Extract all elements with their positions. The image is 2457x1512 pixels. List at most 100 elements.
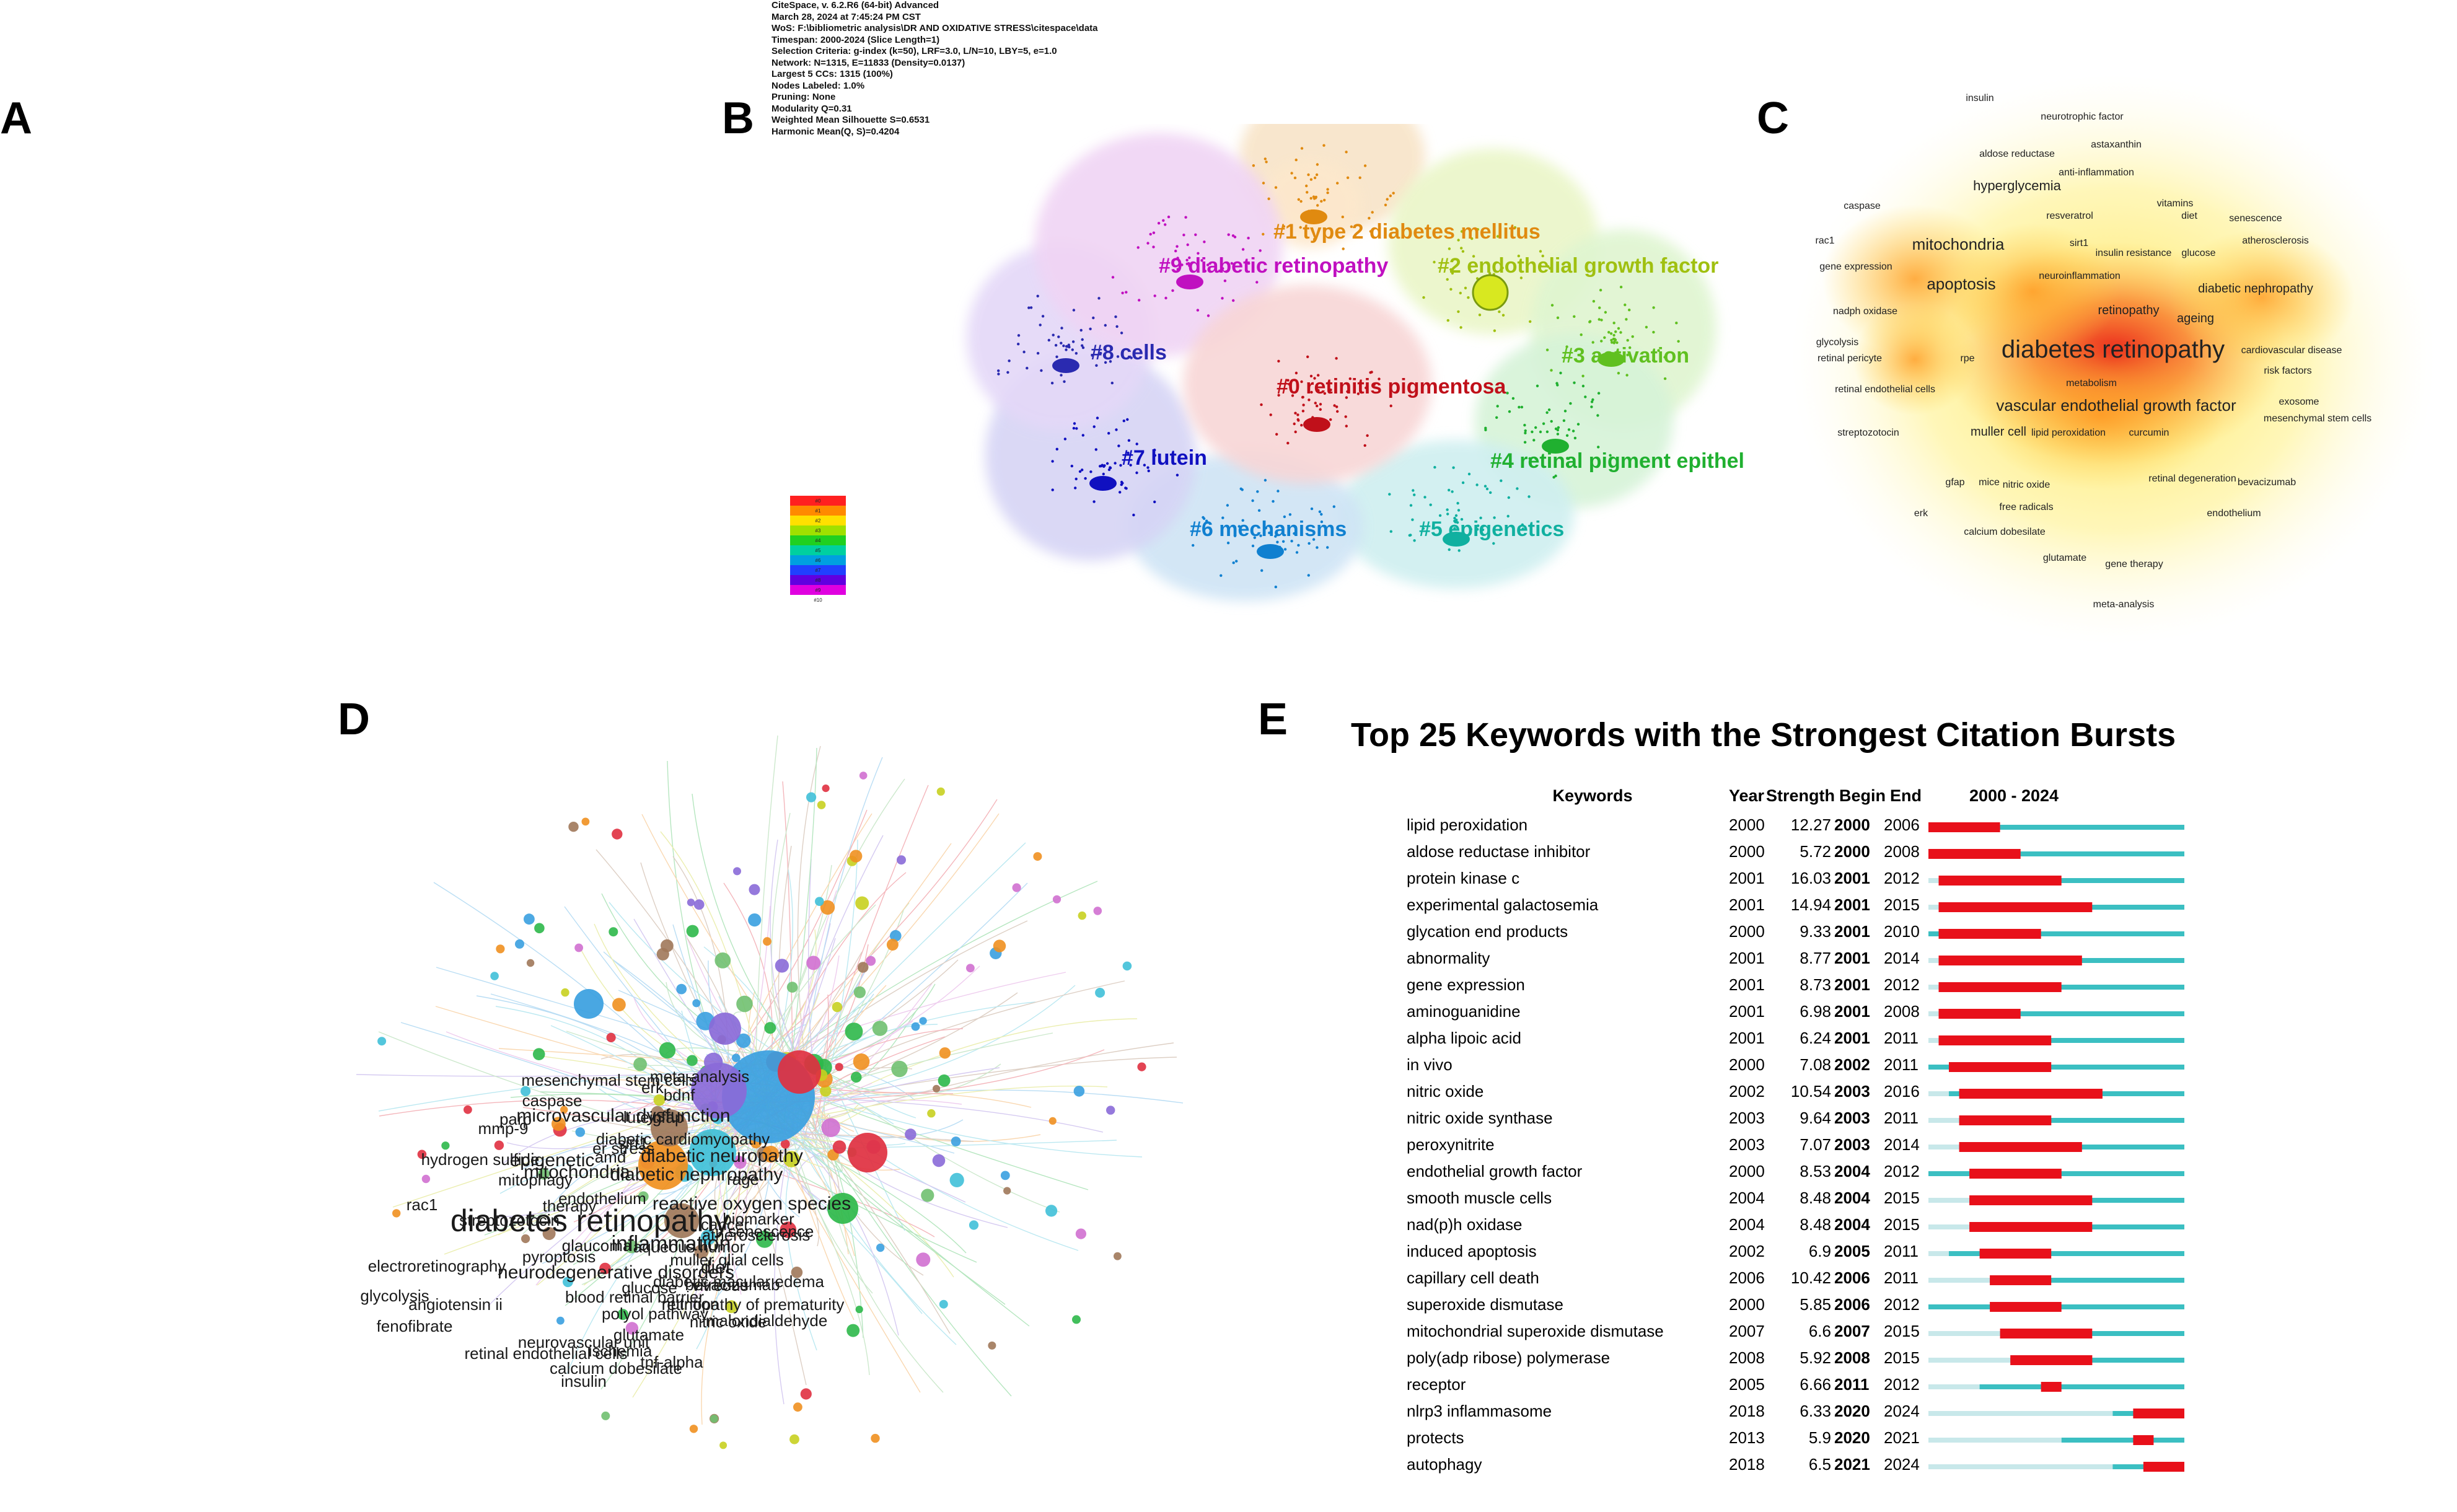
burst-row: induced apoptosis 2002 6.9 2005 2011	[1407, 1242, 2184, 1260]
cluster-node	[1092, 316, 1095, 320]
cluster-node	[1299, 200, 1303, 203]
burst-track-active	[2061, 1438, 2184, 1443]
network-term-label: nutrition	[662, 1294, 719, 1313]
cluster-node	[1180, 263, 1184, 266]
cluster-node	[1573, 381, 1576, 384]
cluster-node	[1470, 270, 1473, 273]
metadata-line: CiteSpace, v. 6.2.R6 (64-bit) Advanced	[771, 0, 939, 11]
cluster-node	[1476, 228, 1479, 231]
network-node	[617, 1309, 629, 1321]
burst-begin: 2001	[1834, 1002, 1870, 1021]
cluster-node	[1409, 504, 1413, 507]
density-term-label: caspase	[1844, 201, 1881, 211]
burst-track-active	[1938, 1011, 2184, 1016]
cluster-node	[1567, 428, 1571, 431]
cluster-node	[1573, 315, 1576, 318]
burst-begin: 2001	[1834, 1029, 1870, 1047]
cluster-node	[1171, 289, 1174, 292]
network-node	[876, 1243, 885, 1252]
cluster-node	[1029, 306, 1033, 309]
network-term-label: sirt1	[617, 1134, 648, 1153]
cluster-node	[1117, 444, 1120, 447]
burst-strength: 7.08	[1800, 1055, 1831, 1074]
cluster-node	[1152, 231, 1156, 234]
cluster-node	[1115, 428, 1118, 431]
burst-keyword: abnormality	[1407, 949, 1490, 967]
burst-year: 2005	[1729, 1375, 1765, 1394]
cluster-node	[1055, 447, 1058, 451]
cluster-node	[1335, 405, 1338, 408]
cluster-node	[1127, 439, 1131, 442]
cluster-node	[1269, 413, 1272, 416]
legend-tick: #5	[815, 548, 821, 553]
cluster-node	[1409, 534, 1412, 537]
network-node	[855, 1306, 863, 1314]
cluster-node	[1344, 415, 1347, 418]
cluster-node	[1205, 519, 1208, 522]
cluster-node	[1363, 444, 1366, 447]
cluster-node	[1521, 523, 1524, 526]
burst-begin: 2004	[1834, 1189, 1870, 1207]
cluster-node	[1307, 173, 1310, 177]
cluster-label: #8 cells	[1091, 341, 1167, 364]
burst-year: 2000	[1729, 1055, 1765, 1074]
cluster-node	[1628, 309, 1631, 312]
cluster-node	[1346, 176, 1350, 179]
burst-strength: 6.98	[1800, 1002, 1831, 1021]
density-term-label: retinal pericyte	[1817, 353, 1882, 364]
burst-bar	[1959, 1142, 2082, 1152]
network-node	[764, 1022, 776, 1034]
cluster-label: #5 epigenetics	[1419, 517, 1564, 541]
network-node	[575, 1127, 586, 1137]
cluster-node	[1508, 410, 1511, 413]
burst-begin: 2001	[1834, 895, 1870, 914]
network-term-label: meta-analysis	[650, 1067, 749, 1086]
cluster-node	[1114, 462, 1117, 465]
cluster-node	[1599, 289, 1602, 292]
cluster-node	[1469, 527, 1472, 531]
network-edge	[587, 1079, 711, 1146]
cluster-node	[1149, 232, 1152, 236]
cluster-node	[1072, 426, 1076, 430]
network-edge	[667, 760, 732, 1089]
cluster-node	[1590, 400, 1594, 403]
cluster-node	[1121, 291, 1124, 294]
cluster-node	[1295, 551, 1299, 554]
burst-title: Top 25 Keywords with the Strongest Citat…	[1351, 716, 2176, 754]
density-term-label: retinopathy	[2098, 304, 2160, 317]
cluster-node	[1257, 544, 1284, 559]
network-edge	[400, 1022, 736, 1133]
cluster-node	[1507, 496, 1510, 499]
cluster-hull	[1261, 161, 1360, 248]
cluster-node	[1451, 490, 1454, 493]
cluster-label: #7 lutein	[1122, 446, 1207, 470]
network-node	[689, 1425, 698, 1433]
cluster-node	[1524, 431, 1527, 434]
cluster-node	[1281, 540, 1285, 543]
network-edge	[609, 902, 802, 1070]
cluster-node	[1588, 320, 1591, 323]
network-node	[441, 1141, 450, 1150]
burst-strength: 14.94	[1791, 895, 1831, 914]
burst-keyword: endothelial growth factor	[1407, 1162, 1583, 1180]
cluster-node	[1472, 255, 1475, 258]
cluster-node	[1645, 325, 1648, 329]
network-node	[625, 1240, 638, 1254]
burst-strength: 5.9	[1809, 1428, 1831, 1447]
cluster-node	[1438, 514, 1442, 517]
network-term-label: rac1	[407, 1195, 438, 1214]
network-node	[496, 944, 505, 954]
burst-bar	[1959, 1115, 2052, 1125]
network-node	[780, 1139, 790, 1149]
network-node	[638, 1191, 649, 1202]
network-term-label: diabetes retinopathy	[451, 1203, 729, 1238]
burst-track-active	[1949, 1251, 2184, 1256]
cluster-node	[1121, 481, 1124, 485]
cluster-node	[1384, 203, 1387, 206]
burst-year: 2003	[1729, 1109, 1765, 1127]
network-node	[988, 1341, 996, 1350]
cluster-node	[1081, 338, 1084, 341]
network-term-label: therapy	[543, 1197, 597, 1215]
cluster-node	[1147, 469, 1150, 473]
cluster-node	[1449, 268, 1453, 271]
